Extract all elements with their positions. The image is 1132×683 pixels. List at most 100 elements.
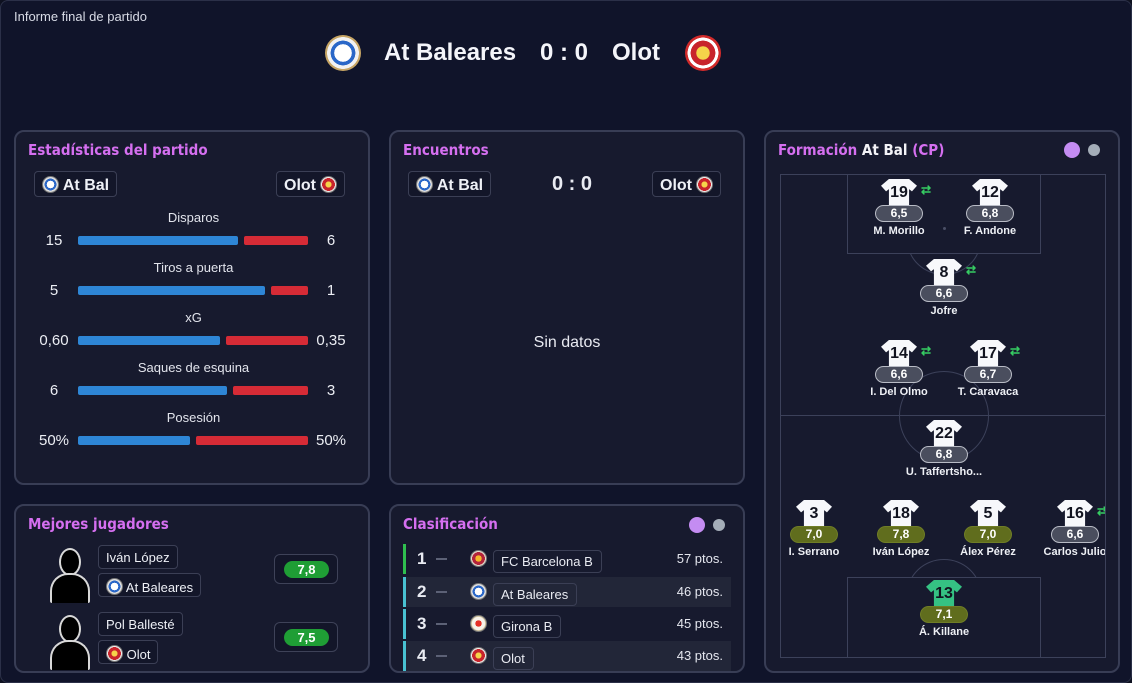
encounters-away-chip[interactable]: Olot [652, 171, 722, 197]
table-row[interactable]: 1 FC Barcelona B 57 ptos. [403, 544, 731, 574]
page-dot-active[interactable] [689, 517, 705, 533]
best-players-panel: Mejores jugadores Iván López At Baleares… [14, 504, 370, 673]
table-pos: 1 [417, 549, 427, 568]
substitution-icon: ⇄ [1097, 504, 1105, 518]
pitch-player[interactable]: 17 ⇄ 6,7 T. Caravaca [948, 340, 1028, 410]
trend-flat-icon [436, 558, 447, 560]
team-mini-crest-icon [470, 647, 487, 664]
pitch-player[interactable]: 16 ⇄ 6,6 Carlos Julio [1035, 500, 1105, 570]
encounters-home-chip[interactable]: At Bal [408, 171, 492, 197]
table-row[interactable]: 2 At Baleares 46 ptos. [403, 577, 731, 607]
formation-team: At Bal [861, 141, 908, 159]
standings-panel: Clasificación 1 FC Barcelona B 57 ptos. … [389, 504, 745, 673]
player-rating: 7,1 [920, 606, 968, 623]
stats-away-chip[interactable]: Olot [276, 171, 346, 197]
stats-panel: Estadísticas del partido At Bal Olot Dis… [14, 130, 370, 485]
player-name: Álex Pérez [960, 546, 1016, 558]
away-mini-crest-icon [320, 176, 338, 193]
shirt-icon: 18 [883, 500, 919, 528]
player-name: Iván López [872, 546, 930, 558]
pitch: 19 ⇄ 6,5 M. Morillo 12 6,8 F. Andone 8 ⇄ 6,6 Jof… [780, 174, 1106, 658]
encounters-away-chip-label: Olot [660, 177, 692, 194]
player-name: M. Morillo [873, 225, 925, 237]
substitution-icon: ⇄ [921, 183, 932, 197]
encounters-empty: Sin datos [533, 334, 601, 351]
player-rating: 6,6 [875, 366, 923, 383]
goalkeeper-shirt-icon: 13 [926, 580, 962, 608]
home-crest-icon [325, 35, 361, 71]
player-number: 5 [983, 505, 993, 522]
stat-away-value: 0,35 [316, 332, 346, 349]
stat-away-bar [244, 236, 308, 245]
stat-label: Disparos [167, 210, 220, 225]
player-rating: 6,8 [966, 205, 1014, 222]
player-rating: 6,8 [920, 446, 968, 463]
pitch-player[interactable]: 3 7,0 I. Serrano [781, 500, 854, 570]
pitch-player[interactable]: 12 6,8 F. Andone [950, 179, 1030, 249]
player-number: 17 [979, 345, 997, 362]
player-name: Jofre [930, 305, 958, 317]
pitch-player[interactable]: 13 7,1 Á. Killane [904, 580, 984, 650]
page-dot[interactable] [1088, 144, 1100, 156]
player-number: 19 [890, 184, 908, 201]
table-team[interactable]: FC Barcelona B [493, 550, 602, 573]
best-player-1-team[interactable]: At Baleares [98, 573, 202, 597]
table-team[interactable]: Girona B [493, 615, 562, 638]
player-rating: 6,7 [964, 366, 1012, 383]
stats-title: Estadísticas del partido [28, 141, 208, 159]
pitch-player[interactable]: 18 7,8 Iván López [861, 500, 941, 570]
table-row[interactable]: 4 Olot 43 ptos. [403, 641, 731, 671]
pitch-player[interactable]: 5 7,0 Álex Pérez [948, 500, 1028, 570]
best-player-1-rating-value: 7,8 [284, 561, 329, 578]
table-pos: 2 [417, 582, 427, 601]
top-penalty-box [847, 175, 1041, 254]
player-name: T. Caravaca [957, 386, 1019, 398]
table-row[interactable]: 3 Girona B 45 ptos. [403, 609, 731, 639]
shirt-icon: 17 [970, 340, 1006, 368]
substitution-icon: ⇄ [1010, 344, 1021, 358]
stat-away-value: 6 [326, 232, 336, 249]
player-number: 22 [935, 425, 953, 442]
substitution-icon: ⇄ [921, 344, 932, 358]
best-player-1-name[interactable]: Iván López [98, 545, 178, 569]
player-number: 3 [809, 505, 819, 522]
table-pos: 3 [417, 614, 427, 633]
formation-tag: (CP) [912, 141, 945, 159]
pitch-player[interactable]: 8 ⇄ 6,6 Jofre [904, 259, 984, 329]
shirt-icon: 22 [926, 420, 962, 448]
player-name: F. Andone [963, 225, 1017, 237]
away-crest-icon [685, 35, 721, 71]
formation-title: Formación At Bal (CP) [778, 141, 944, 159]
player-number: 12 [981, 184, 999, 201]
player-rating: 7,0 [964, 526, 1012, 543]
best-player-2-team[interactable]: Olot [98, 640, 159, 664]
window-title: Informe final de partido [14, 9, 147, 24]
shirt-icon: 3 [796, 500, 832, 528]
player-number: 18 [892, 505, 910, 522]
table-pos: 4 [417, 646, 427, 665]
stat-home-bar [78, 386, 227, 395]
playoff-indicator [403, 577, 406, 607]
page-dot-active[interactable] [1064, 142, 1080, 158]
pitch-player[interactable]: 19 ⇄ 6,5 M. Morillo [859, 179, 939, 249]
table-points: 46 ptos. [676, 584, 723, 599]
avatar-body [50, 640, 90, 670]
pitch-player[interactable]: 14 ⇄ 6,6 I. Del Olmo [859, 340, 939, 410]
player-rating: 7,0 [790, 526, 838, 543]
stats-home-chip[interactable]: At Bal [34, 171, 118, 197]
player-number: 16 [1066, 505, 1084, 522]
home-mini-crest-icon [42, 176, 59, 193]
match-score: 0 : 0 [540, 39, 589, 66]
best-player-2-name[interactable]: Pol Ballesté [98, 612, 183, 636]
stat-home-bar [78, 336, 220, 345]
page-dot[interactable] [713, 519, 725, 531]
team-mini-crest-icon [106, 645, 123, 662]
table-team[interactable]: At Baleares [493, 583, 578, 606]
table-points: 45 ptos. [676, 616, 723, 631]
pitch-player[interactable]: 22 6,8 U. Taffertsho... [904, 420, 984, 490]
table-team[interactable]: Olot [493, 647, 534, 670]
best-players-title: Mejores jugadores [28, 515, 169, 533]
table-points: 43 ptos. [676, 648, 723, 663]
table-points: 57 ptos. [676, 551, 723, 566]
